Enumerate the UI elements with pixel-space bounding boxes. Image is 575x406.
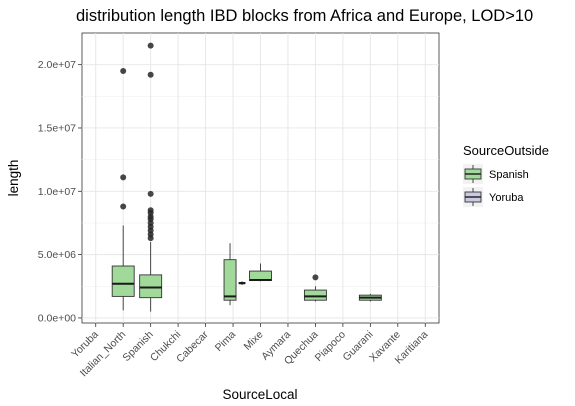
box-iqr: [303, 289, 327, 301]
outlier-point: [312, 274, 319, 281]
box-spanish: [139, 42, 163, 312]
box-italian_north: [111, 67, 135, 311]
outlier-point: [120, 174, 127, 181]
y-tick-label: 1.5e+07: [38, 122, 76, 134]
outlier-point: [147, 71, 154, 78]
y-tick-label: 1.0e+07: [38, 186, 76, 198]
y-axis-title: length: [6, 160, 21, 197]
box-quechua: [303, 274, 327, 302]
box-mixe: [249, 263, 272, 282]
legend-title: SourceOutside: [463, 143, 549, 158]
x-tick-label: Mixe: [241, 329, 265, 353]
y-tick-label: 5.0e+06: [38, 249, 76, 261]
legend-entry: Spanish: [463, 164, 529, 184]
box-iqr: [223, 259, 237, 301]
outlier-point: [147, 207, 154, 214]
outlier-point: [120, 67, 127, 74]
x-tick-label: Pima: [213, 329, 239, 355]
legend-label: Spanish: [489, 169, 529, 181]
chart-title: distribution length IBD blocks from Afri…: [76, 7, 533, 25]
legend-label: Yoruba: [489, 192, 524, 204]
box-pima: [223, 243, 237, 306]
y-tick-label: 2.0e+07: [38, 59, 76, 71]
box-pima: [238, 281, 246, 286]
outlier-point: [147, 42, 154, 49]
box-guarani: [358, 293, 382, 302]
grid-lines: [82, 33, 439, 323]
legend: SourceOutside Spanish Yoruba: [463, 143, 549, 207]
legend-entry: Yoruba: [463, 187, 524, 207]
box-iqr: [111, 265, 135, 297]
box-layer: [111, 42, 382, 312]
x-axis-title: SourceLocal: [222, 387, 297, 402]
y-tick-label: 0.0e+00: [38, 312, 76, 324]
outlier-point: [120, 203, 127, 210]
outlier-point: [147, 190, 154, 197]
box-iqr: [139, 274, 163, 299]
